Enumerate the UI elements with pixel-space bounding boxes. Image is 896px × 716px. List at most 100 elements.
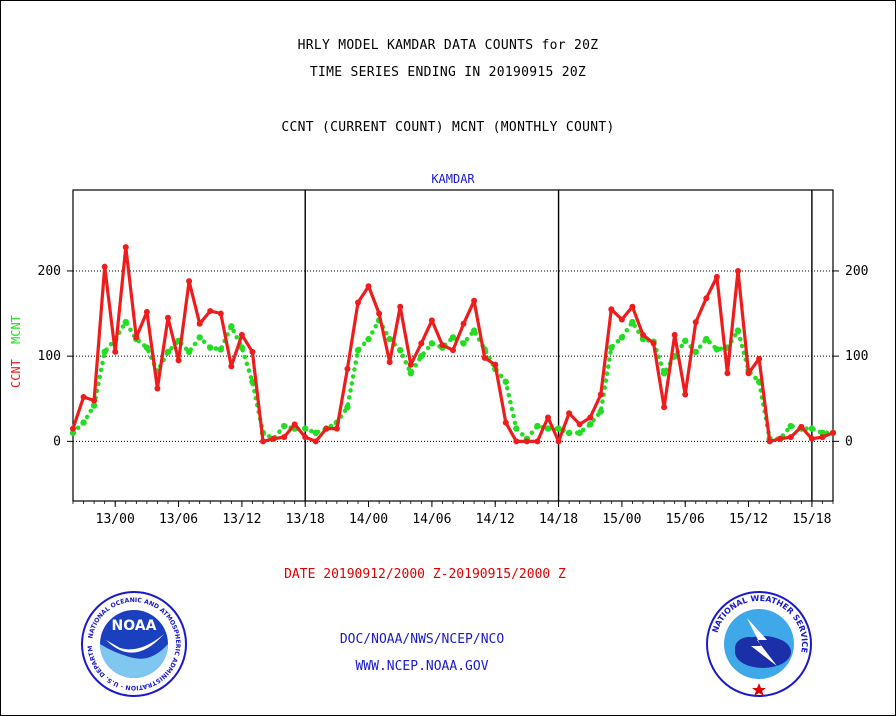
point-mcnt [502,378,509,385]
point-mcnt [90,402,98,409]
point-ccnt [766,438,773,445]
point-mcnt [101,348,108,356]
point-ccnt [238,331,245,338]
point-mcnt [365,335,372,343]
point-mcnt [470,327,478,334]
x-tick-label: 14/18 [539,512,578,527]
point-mcnt [555,425,562,432]
point-ccnt [217,310,224,317]
point-mcnt [660,369,668,377]
point-ccnt [207,307,214,314]
point-ccnt [281,434,288,441]
point-mcnt [386,335,393,343]
date-range-label: DATE 20190912/2000 Z-20190915/2000 Z [284,567,566,582]
point-ccnt [302,434,309,441]
point-ccnt [133,334,140,341]
point-mcnt [354,346,362,354]
point-ccnt [175,357,182,364]
point-ccnt [439,342,446,349]
point-mcnt [587,421,594,428]
point-ccnt [186,278,193,285]
noaa-logo-text: NOAA [112,618,157,634]
point-ccnt [80,394,87,401]
point-mcnt [608,344,615,351]
ylabel-ccnt: CCNT [9,359,23,388]
point-mcnt [418,352,425,360]
point-mcnt [703,335,710,343]
y-tick-label-right: 0 [845,434,853,449]
point-mcnt [692,348,699,356]
point-ccnt [481,354,488,361]
point-ccnt [671,331,678,338]
point-ccnt [629,303,636,310]
point-ccnt [618,316,625,323]
point-ccnt [450,347,456,354]
point-mcnt [143,344,151,351]
point-ccnt [745,370,752,377]
point-ccnt [587,414,594,421]
point-ccnt [70,425,76,432]
title-line-3: CCNT (CURRENT COUNT) MCNT (MONTHLY COUNT… [281,120,615,135]
point-mcnt [280,422,288,430]
point-ccnt [312,438,319,445]
point-mcnt [534,422,541,430]
point-mcnt [344,404,351,411]
point-mcnt [196,334,203,341]
point-ccnt [566,410,573,417]
y-tick-label-right: 200 [845,264,868,279]
point-ccnt [143,308,150,315]
x-tick-label: 13/06 [159,512,198,527]
point-ccnt [397,303,404,310]
point-ccnt [492,361,499,368]
point-ccnt [249,348,256,355]
x-tick-label: 15/18 [792,512,831,527]
point-ccnt [270,435,277,442]
title-line-2: TIME SERIES ENDING IN 20190915 20Z [309,65,587,80]
point-mcnt [576,429,583,437]
y-tick-label-left: 0 [53,434,61,449]
point-mcnt [302,425,309,432]
point-ccnt [122,244,129,251]
point-ccnt [661,404,668,411]
point-ccnt [344,365,351,372]
point-mcnt [449,334,457,341]
point-ccnt [418,340,425,347]
point-ccnt [819,434,826,441]
point-ccnt [365,283,372,290]
point-ccnt [355,299,361,306]
point-mcnt [597,408,604,415]
point-ccnt [101,263,108,270]
org-label: DOC/NOAA/NWS/NCEP/NCO [339,632,505,647]
point-mcnt [249,378,256,385]
point-mcnt [819,429,826,437]
point-ccnt [112,348,119,355]
point-mcnt [397,346,404,354]
point-ccnt [460,320,467,327]
point-mcnt [312,429,319,437]
ylabel-mcnt: MCNT [9,315,23,344]
point-mcnt [238,344,246,351]
x-tick-label: 15/00 [602,512,641,527]
point-mcnt [164,348,172,356]
point-ccnt [376,310,383,317]
point-ccnt [640,331,646,338]
plot-area [72,189,834,502]
y-tick-label-left: 200 [38,264,61,279]
point-ccnt [830,429,836,436]
title-line-1: HRLY MODEL KAMDAR DATA COUNTS for 20Z [297,38,599,53]
point-ccnt [724,370,731,377]
point-ccnt [555,438,562,445]
x-tick-label: 14/12 [476,512,515,527]
point-ccnt [333,425,340,432]
point-mcnt [69,429,77,437]
x-tick-label: 15/12 [729,512,768,527]
point-ccnt [650,340,657,347]
point-mcnt [808,425,816,432]
point-mcnt [460,340,467,347]
point-ccnt [545,414,551,421]
point-mcnt [428,340,436,347]
panel-title: KAMDAR [431,172,475,186]
y-tick-label-left: 100 [38,349,61,364]
point-ccnt [787,434,794,441]
